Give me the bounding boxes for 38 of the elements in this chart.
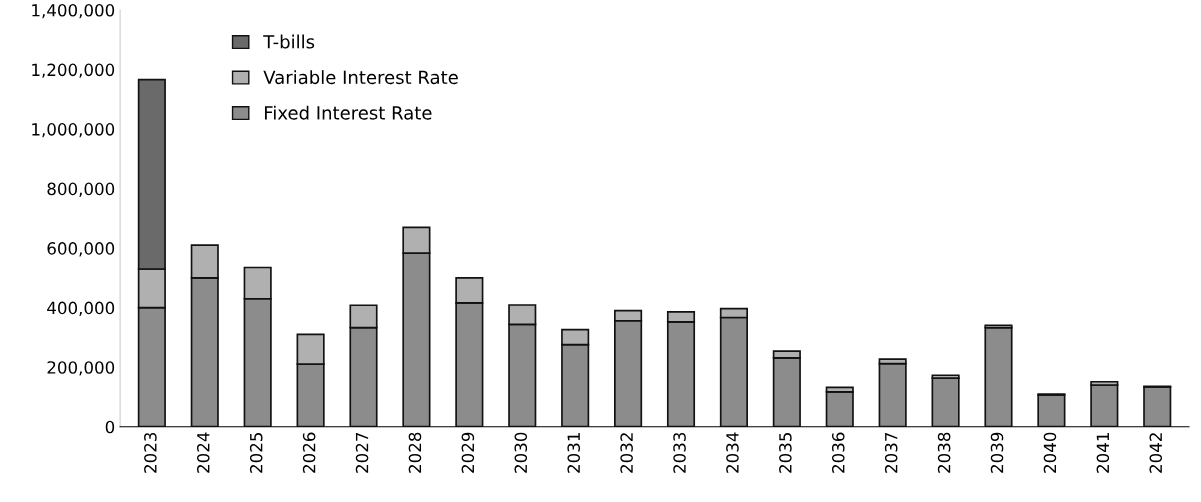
y-tick-label: 1,400,000 <box>32 4 115 19</box>
bar <box>1090 384 1119 427</box>
x-tick-label: 2030 <box>514 432 528 473</box>
x-tick-label: 2028 <box>408 432 422 473</box>
legend-label: Fixed Interest Rate <box>265 105 432 120</box>
x-tick-label: 2041 <box>1096 433 1110 473</box>
legend-label: T-bills <box>263 34 315 49</box>
x-tick-label: 2025 <box>249 433 263 473</box>
x-tick-label: 2039 <box>990 432 1004 473</box>
x-tick-label: 2035 <box>779 433 792 473</box>
x-tick-label: 2040 <box>1043 432 1057 473</box>
x-tick-label: 2026 <box>302 432 316 473</box>
x-tick-label: 2042 <box>1149 433 1163 473</box>
y-tick-label: 1,000,000 <box>32 123 115 138</box>
y-tick-label: 800,000 <box>47 182 115 197</box>
x-tick-label: 2036 <box>831 432 845 473</box>
x-tick-label: 2029 <box>461 432 475 473</box>
y-tick-label: 0 <box>105 420 115 434</box>
x-tick-label: 2033 <box>673 432 686 473</box>
x-tick-label: 2032 <box>620 433 633 473</box>
x-tick-label: 2037 <box>884 432 898 473</box>
bar <box>1037 394 1066 427</box>
bar <box>984 326 1013 427</box>
x-tick-label: 2027 <box>355 432 369 473</box>
x-tick-label: 2034 <box>726 432 739 473</box>
legend-label: Variable Interest Rate <box>263 70 458 85</box>
x-tick-label: 2024 <box>196 432 210 473</box>
x-tick-label: 2023 <box>144 432 157 473</box>
y-tick-label: 400,000 <box>47 301 115 316</box>
bar <box>825 391 854 427</box>
bar <box>1143 385 1172 427</box>
y-tick-label: 1,200,000 <box>32 63 115 78</box>
bar <box>878 362 907 427</box>
y-tick-label: 200,000 <box>47 361 115 376</box>
y-tick-label: 600,000 <box>47 242 115 257</box>
bar <box>931 377 960 427</box>
x-tick-label: 2031 <box>567 433 581 473</box>
x-tick-label: 2038 <box>937 432 951 473</box>
